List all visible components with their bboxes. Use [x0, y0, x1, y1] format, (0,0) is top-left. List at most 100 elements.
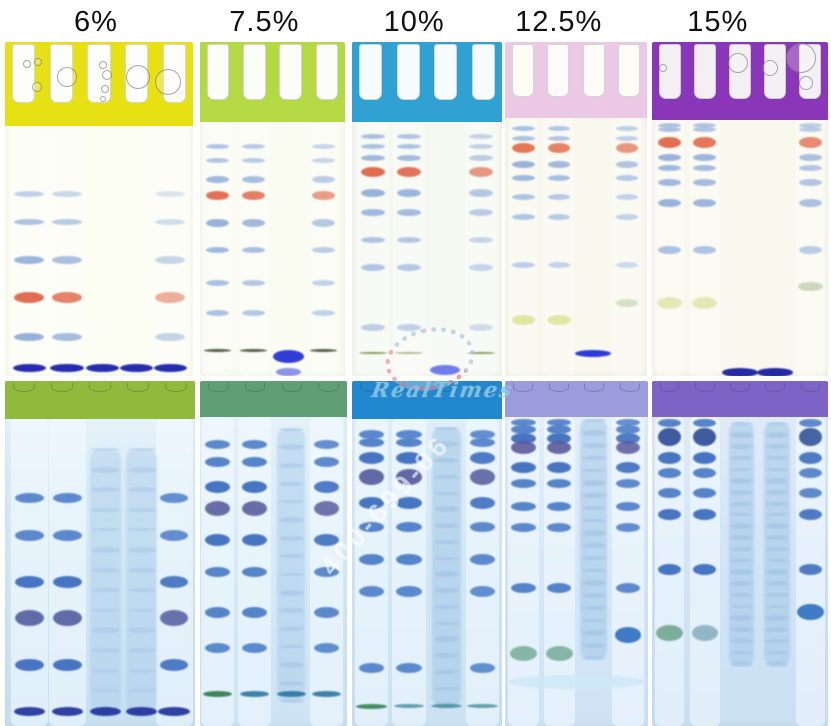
gel-panel-top-7_5pct — [200, 42, 345, 376]
lysate-band — [433, 506, 460, 513]
lysate-band — [91, 448, 120, 452]
air-bubble — [101, 85, 109, 93]
green-blob — [510, 645, 537, 661]
protein-band — [205, 440, 231, 450]
protein-band — [798, 564, 822, 576]
protein-band — [241, 643, 267, 654]
lysate-band — [730, 651, 754, 655]
protein-band — [658, 122, 682, 128]
sample-well — [359, 44, 383, 100]
lysate-band — [278, 427, 304, 431]
protein-band — [313, 440, 339, 450]
dye-front-band — [50, 364, 84, 372]
protein-band — [511, 522, 536, 532]
dye-front-line — [309, 348, 337, 352]
dye-blob — [275, 368, 302, 376]
protein-band — [658, 509, 682, 521]
protein-band — [615, 425, 641, 435]
lysate-band — [581, 468, 606, 472]
lysate-band — [765, 431, 789, 438]
air-bubble — [100, 96, 106, 102]
yellow-band — [692, 297, 718, 310]
protein-band — [361, 209, 385, 217]
protein-band — [159, 492, 189, 503]
protein-band — [396, 437, 422, 447]
protein-band — [615, 175, 639, 182]
lysate-band — [765, 605, 789, 609]
protein-band — [358, 586, 385, 598]
lysate-band — [433, 670, 460, 674]
protein-band — [469, 167, 493, 178]
marker-lane — [612, 118, 642, 376]
protein-band — [511, 441, 536, 455]
protein-band — [313, 643, 339, 654]
lysate-band — [765, 547, 789, 552]
lysate-band — [433, 604, 460, 609]
protein-band — [397, 144, 421, 150]
protein-band — [658, 198, 682, 207]
protein-band — [511, 478, 536, 488]
gel-panel-bottom-10pct — [352, 381, 502, 726]
well-mark — [13, 383, 35, 392]
protein-band — [52, 291, 83, 303]
protein-band — [658, 428, 682, 447]
protein-band — [469, 554, 496, 566]
protein-band — [242, 247, 266, 254]
well-mark — [127, 383, 149, 392]
protein-band — [798, 428, 822, 447]
lysate-band — [91, 627, 120, 634]
protein-band — [615, 193, 639, 200]
protein-band — [53, 492, 82, 503]
protein-band — [615, 441, 641, 455]
gel-panel-top-6pct — [5, 42, 193, 376]
lysate-band — [91, 487, 120, 493]
lysate-smear-lane — [277, 429, 305, 702]
gel-panel-bottom-6pct — [5, 381, 195, 726]
well-mark — [397, 383, 419, 392]
protein-band — [242, 310, 266, 316]
lysate-band — [730, 523, 754, 530]
protein-band — [547, 502, 572, 512]
lysate-band — [278, 680, 304, 686]
protein-band — [615, 142, 639, 153]
protein-band — [159, 609, 189, 626]
protein-band — [469, 437, 496, 447]
dye-front-band — [86, 364, 120, 372]
protein-band — [512, 125, 535, 131]
lysate-band — [91, 547, 120, 554]
sample-well — [434, 44, 458, 100]
protein-band — [358, 554, 385, 566]
protein-band — [159, 576, 189, 589]
protein-band — [469, 522, 496, 533]
lysate-band — [730, 547, 754, 552]
sample-well — [658, 44, 681, 99]
well-mark — [51, 383, 73, 392]
dye-front-band — [158, 706, 190, 716]
protein-band — [361, 134, 385, 140]
dye-blob — [574, 349, 612, 357]
air-bubble — [728, 53, 748, 73]
protein-band — [547, 432, 572, 444]
protein-band — [469, 324, 493, 332]
lysate-smear-lane — [729, 423, 755, 665]
dye-front-line — [240, 690, 269, 697]
lysate-band — [433, 539, 460, 544]
lysate-band — [730, 477, 754, 484]
protein-band — [469, 451, 496, 464]
protein-band — [241, 440, 267, 450]
protein-band — [205, 310, 229, 316]
strong-blue-band — [614, 626, 642, 643]
protein-band — [547, 193, 571, 200]
protein-band — [547, 425, 572, 435]
protein-band — [155, 333, 186, 342]
well-mark — [512, 383, 533, 392]
protein-band — [52, 219, 83, 226]
lysate-band — [278, 500, 304, 504]
protein-band — [241, 567, 267, 578]
lysate-band — [91, 528, 120, 532]
protein-band — [313, 607, 339, 619]
lysate-band — [581, 429, 606, 436]
lysate-band — [127, 448, 157, 452]
dye-front-line — [312, 690, 341, 697]
